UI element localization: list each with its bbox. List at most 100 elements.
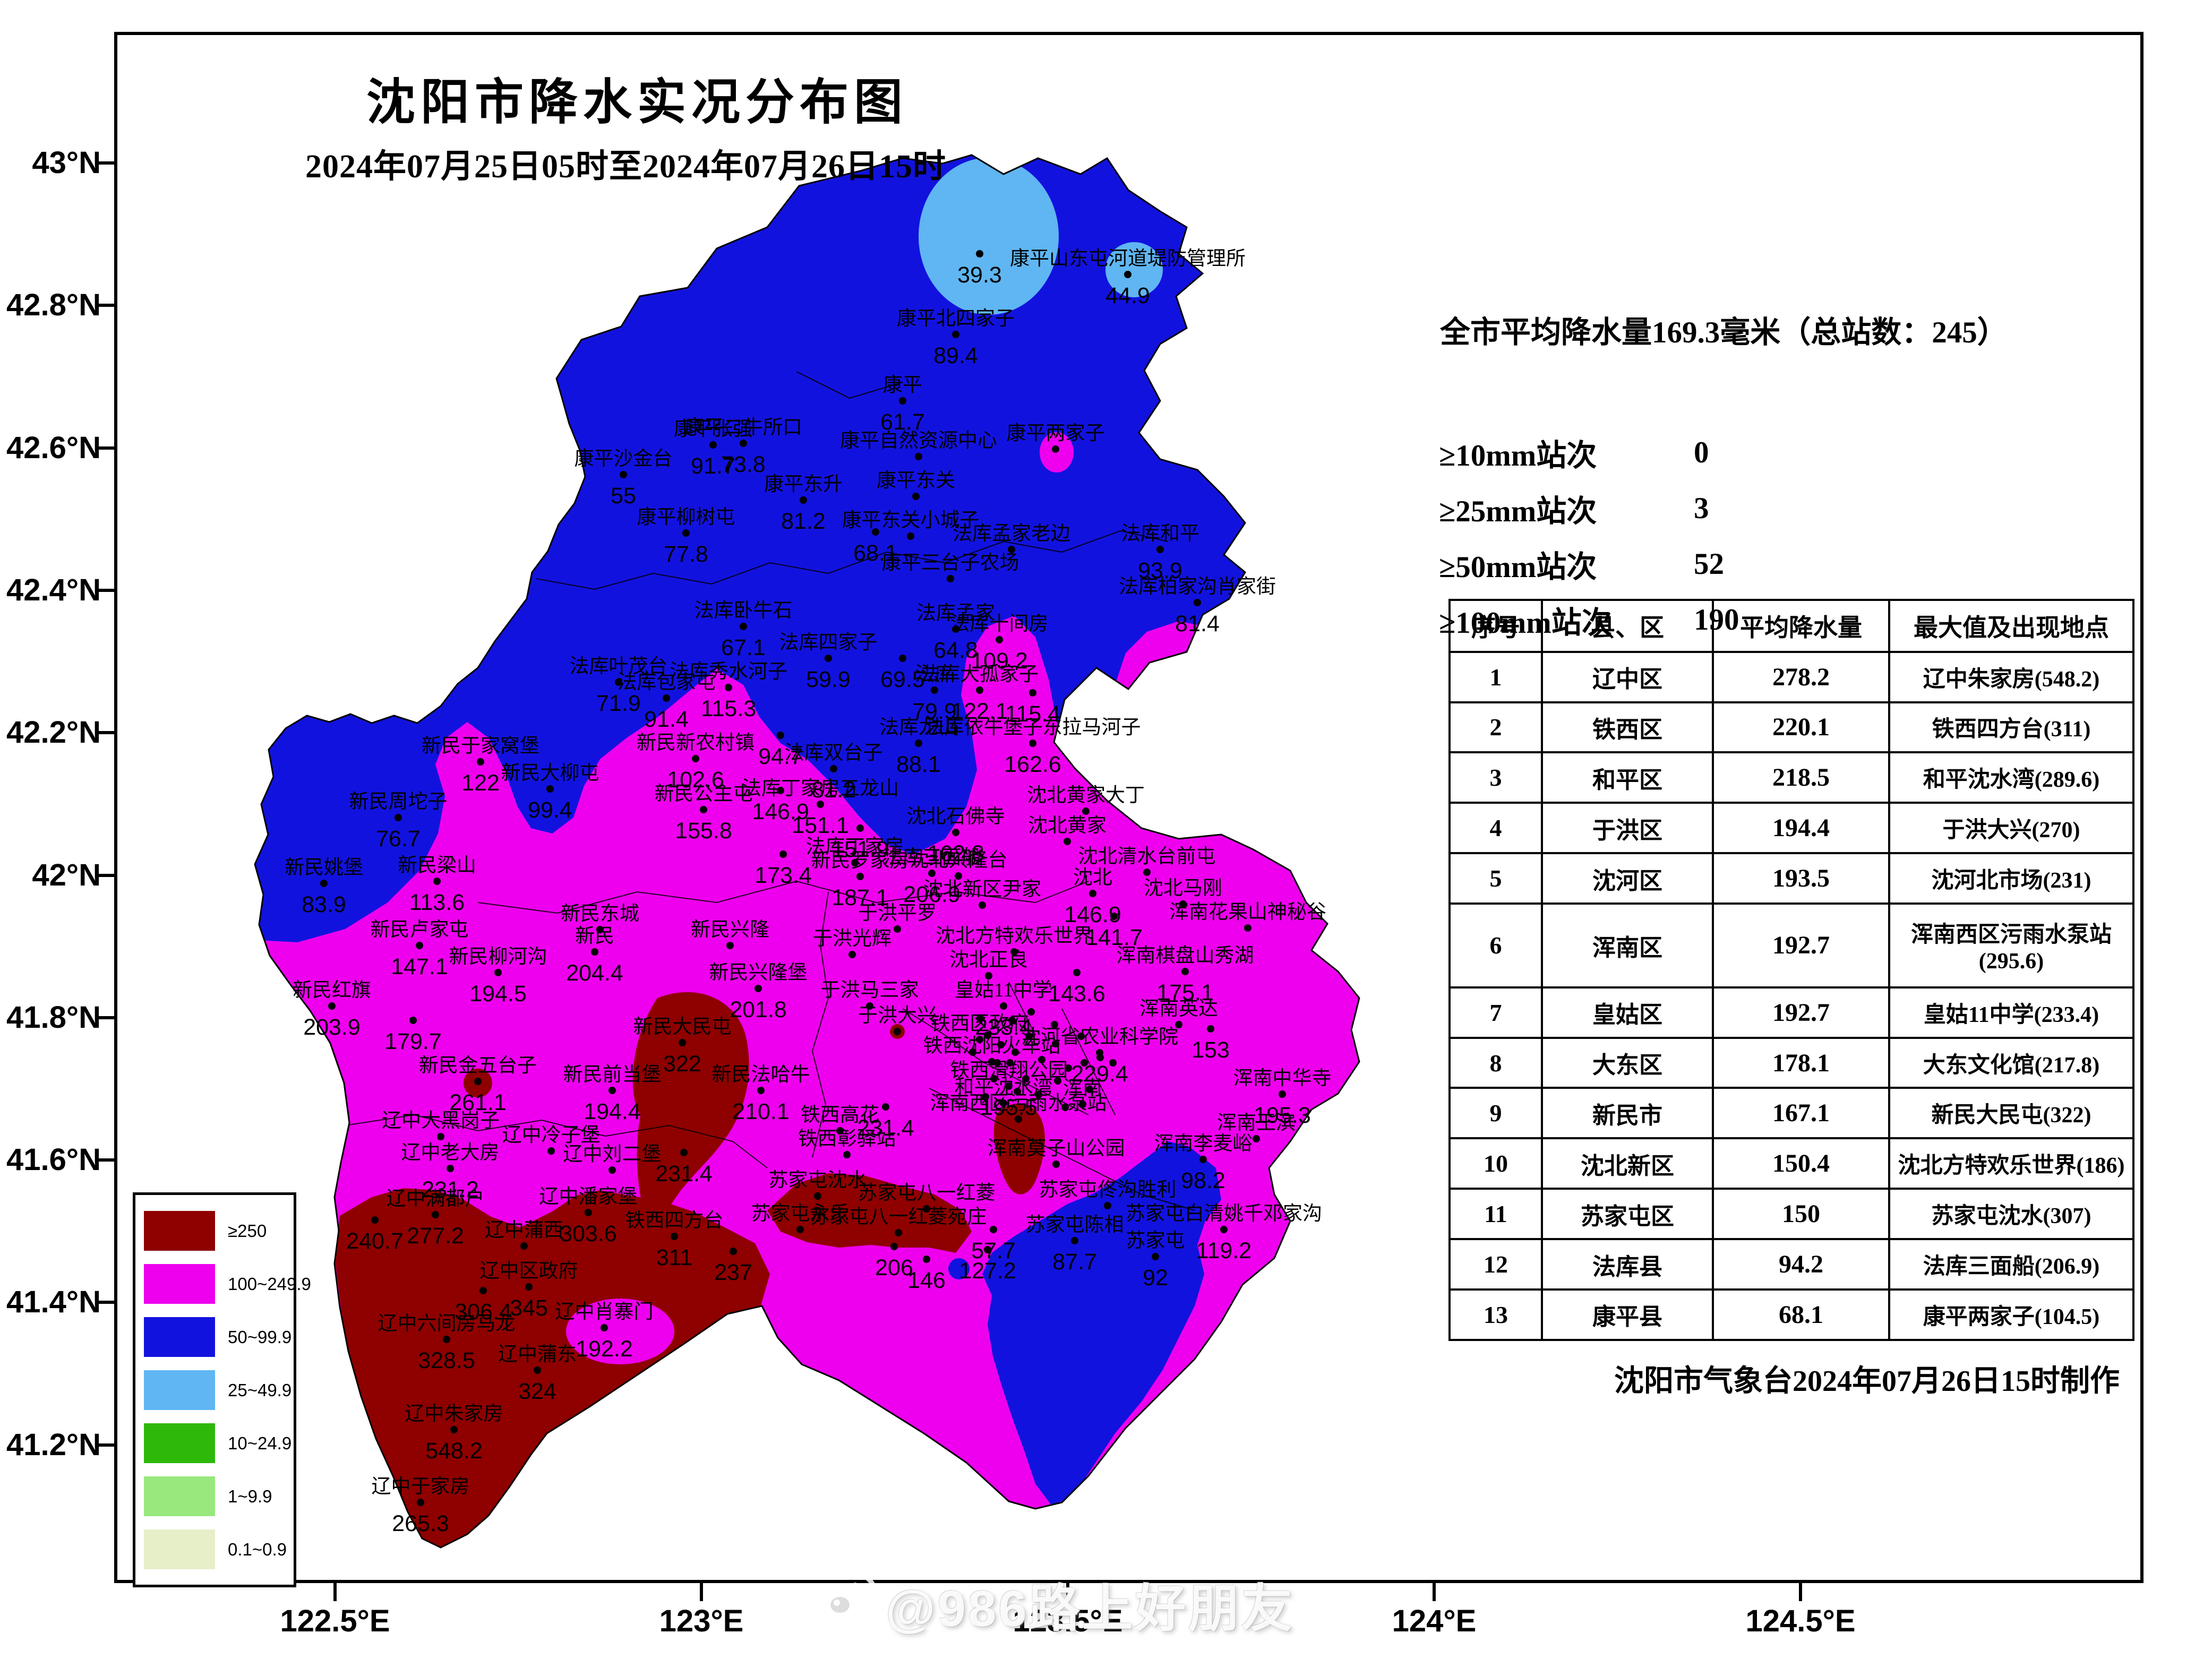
cell-max-value-location: 法库三面船(206.9) bbox=[1888, 1238, 2134, 1291]
legend-label: ≥250 bbox=[228, 1220, 267, 1241]
station-value: 265.3 bbox=[392, 1511, 449, 1536]
y-axis-tick-label: 42.2°N bbox=[6, 715, 101, 750]
station-dot bbox=[432, 1211, 439, 1218]
station-dot bbox=[1175, 1021, 1182, 1028]
station-dot bbox=[1181, 968, 1189, 975]
weather-station: 铁西沈阳火车站 bbox=[923, 1035, 1061, 1065]
station-value: 67.1 bbox=[721, 635, 766, 660]
weather-station: 法库三面船 206.9 bbox=[883, 846, 981, 907]
station-dot bbox=[1096, 1054, 1104, 1061]
cell-row-number: 10 bbox=[1448, 1137, 1543, 1190]
station-name: 新民周坨子 bbox=[349, 790, 448, 813]
weather-station: 新民红旗 203.9 bbox=[293, 979, 371, 1040]
table-row: 13 康平县 68.1 康平两家子(104.5) bbox=[1448, 1288, 2134, 1342]
station-name: 于洪马三家 bbox=[821, 979, 919, 1001]
station-name: 于洪平罗 bbox=[858, 902, 937, 924]
station-dot bbox=[1035, 1091, 1042, 1098]
station-dot bbox=[1220, 1226, 1228, 1233]
station-value: 122.1 bbox=[951, 699, 1008, 724]
weather-station: 法库十间房 109.2 bbox=[950, 613, 1049, 674]
station-name: 沈北石佛寺 bbox=[907, 806, 1005, 828]
weather-station: 康平东升 81.2 bbox=[764, 473, 843, 534]
cell-max-value-location: 铁西四方台(311) bbox=[1888, 701, 2134, 754]
station-dot bbox=[1052, 1040, 1059, 1047]
y-axis-tick-label: 41.8°N bbox=[6, 1000, 101, 1035]
station-dot bbox=[1052, 445, 1059, 453]
region-lightblue-shandongtun bbox=[1105, 242, 1163, 297]
station-value: 146.9 bbox=[752, 799, 809, 824]
station-name: 辽中六间房马龙 bbox=[378, 1313, 516, 1335]
weather-station: 法库叶茂台 71.9 bbox=[570, 655, 668, 716]
station-dot bbox=[620, 471, 627, 478]
station-name: 浑南花果山神秘谷 bbox=[1169, 901, 1326, 923]
station-name: 康平自然资源中心 bbox=[840, 429, 997, 452]
weather-station: 浑南 bbox=[1063, 1078, 1102, 1108]
weather-station: 法库丁家房 bbox=[806, 836, 904, 866]
station-name: 辽中刘二堡 bbox=[563, 1143, 662, 1165]
weather-station: 沈北方特欢乐世界 bbox=[936, 925, 1093, 956]
weather-station: 苏家屯沈水 bbox=[769, 1169, 867, 1200]
weather-station: 新民兴隆堡 201.8 bbox=[709, 961, 808, 1022]
cell-district: 和平区 bbox=[1541, 751, 1714, 804]
weather-station: 康平东关小城子 bbox=[842, 509, 980, 540]
station-dot bbox=[520, 1242, 528, 1250]
station-value: 91.7 bbox=[691, 453, 735, 479]
region-lightblue-north bbox=[919, 158, 1059, 315]
x-axis-tick-label: 122.5°E bbox=[280, 1604, 390, 1638]
weather-station: 新民金五台子 261.1 bbox=[419, 1054, 537, 1115]
station-dot bbox=[1086, 1086, 1093, 1093]
station-dot bbox=[474, 1078, 482, 1085]
cell-district: 新民市 bbox=[1541, 1087, 1714, 1140]
station-name: 沈北清水台前屯 bbox=[1078, 845, 1216, 867]
station-dot bbox=[800, 496, 807, 504]
station-name: 新民公主屯 bbox=[655, 783, 753, 805]
station-value: 206.9 bbox=[903, 882, 961, 907]
station-value: 324 bbox=[518, 1379, 556, 1404]
station-value: 206 bbox=[875, 1255, 913, 1280]
station-name: 新民 bbox=[575, 925, 614, 947]
station-dot bbox=[525, 1283, 533, 1291]
station-dot bbox=[1006, 1059, 1014, 1067]
weather-station: 于洪大兴 bbox=[858, 1005, 937, 1035]
station-dot bbox=[1014, 1088, 1021, 1095]
station-name: 苏家屯 bbox=[1126, 1230, 1185, 1252]
x-axis-tick-label: 123.5°E bbox=[1013, 1604, 1123, 1638]
station-name: 辽中肖寨门 bbox=[555, 1301, 654, 1323]
weather-station: 法库柏家沟肖家街 81.4 bbox=[1119, 575, 1276, 637]
station-dot bbox=[395, 814, 402, 821]
station-dot bbox=[1244, 924, 1251, 932]
station-value: 201.8 bbox=[730, 997, 787, 1022]
station-dot bbox=[740, 440, 747, 447]
station-dot bbox=[1179, 900, 1187, 908]
station-name: 新民大柳屯 bbox=[501, 762, 599, 784]
weather-station: 沈北黄家 bbox=[1028, 814, 1107, 845]
station-name: 法库秀水河子 bbox=[670, 661, 787, 683]
station-name: 新民兴隆堡 bbox=[709, 961, 808, 984]
legend-box: ≥250 100~249.9 50~99.9 25~49.9 10~24.9 1~9.9 0… bbox=[133, 1192, 311, 1587]
cell-max-value-location: 康平两家子(104.5) bbox=[1888, 1288, 2134, 1342]
cell-row-number: 6 bbox=[1448, 902, 1543, 988]
weather-station: 辽中大黑岗子 bbox=[382, 1110, 500, 1140]
table-row: 10 沈北新区 150.4 沈北方特欢乐世界(186) bbox=[1448, 1137, 2134, 1190]
station-dot bbox=[615, 678, 622, 686]
station-value: 311 bbox=[656, 1245, 693, 1270]
weather-station: 康平北四家子 89.4 bbox=[897, 307, 1015, 368]
cell-row-number: 1 bbox=[1448, 650, 1543, 703]
legend-swatch bbox=[144, 1423, 215, 1463]
station-dot bbox=[671, 1233, 678, 1240]
station-value: 102.6 bbox=[667, 767, 724, 793]
station-dot bbox=[848, 951, 856, 958]
station-value: 81.4 bbox=[1175, 611, 1220, 637]
legend-label: 1~9.9 bbox=[228, 1486, 272, 1506]
station-dot bbox=[447, 1165, 454, 1172]
station-dot bbox=[1051, 1021, 1058, 1028]
station-name: 新民法哈牛 bbox=[712, 1063, 810, 1086]
y-axis-tick-mark bbox=[96, 731, 114, 735]
station-name: 沈北方特欢乐世界 bbox=[936, 925, 1093, 947]
cell-average-precipitation: 193.5 bbox=[1712, 852, 1890, 905]
y-axis-tick-label: 41.6°N bbox=[6, 1142, 101, 1177]
weather-station: 浑南莫子山公园 bbox=[988, 1138, 1125, 1168]
weather-station: 新民法哈牛 210.1 bbox=[712, 1063, 810, 1124]
weather-station: 153 bbox=[1191, 1025, 1230, 1063]
station-name: 辽中于家房 bbox=[372, 1475, 470, 1498]
